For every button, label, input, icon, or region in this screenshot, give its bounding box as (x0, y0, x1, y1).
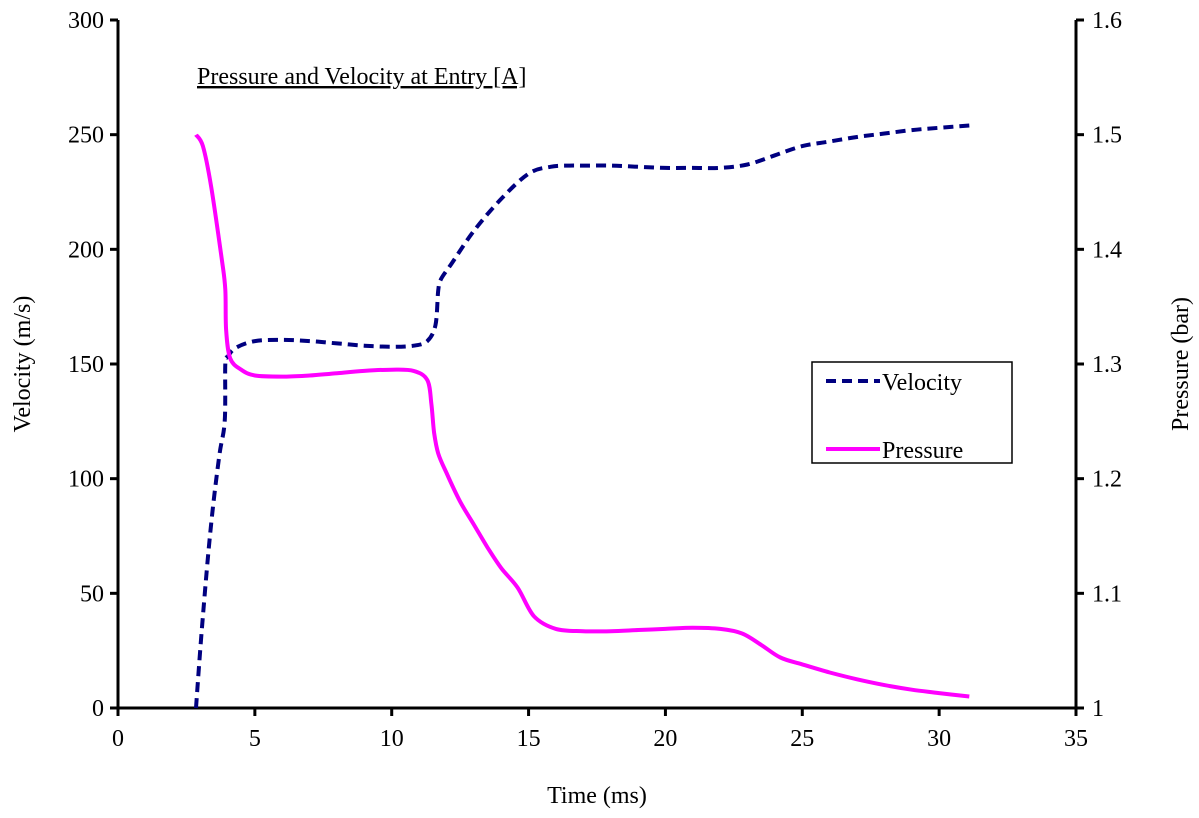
x-tick-label: 35 (1064, 726, 1088, 752)
y-tick-label: 50 (80, 581, 104, 607)
x-tick-label: 30 (927, 726, 951, 752)
x-tick-label: 5 (249, 726, 261, 752)
x-tick-label: 25 (790, 726, 814, 752)
series-layer (194, 123, 970, 709)
y2-tick-label: 1.3 (1092, 352, 1122, 378)
x-tick-label: 10 (380, 726, 404, 752)
y-tick-label: 100 (68, 467, 104, 493)
y-tick-label: 300 (68, 8, 104, 34)
x-axis-title: Time (ms) (547, 783, 647, 809)
legend: Velocity Pressure (811, 361, 1013, 464)
x-tick-label: 20 (653, 726, 677, 752)
x-tick-label: 0 (112, 726, 124, 752)
y-tick-label: 250 (68, 123, 104, 149)
series-line-velocity (194, 123, 970, 709)
y2-axis-title: Pressure (bar) (1168, 297, 1194, 431)
y2-tick-label: 1.2 (1092, 467, 1122, 493)
x-tick-label: 15 (517, 726, 541, 752)
y-axis-title: Velocity (m/s) (10, 296, 36, 433)
y-tick-label: 200 (68, 237, 104, 263)
chart-title: Pressure and Velocity at Entry [A] (197, 64, 526, 90)
y-tick-label: 0 (92, 696, 104, 722)
y2-tick-label: 1.5 (1092, 123, 1122, 149)
series-line-pressure (194, 133, 970, 699)
y-tick-label: 150 (68, 352, 104, 378)
legend-velocity-label: Velocity (882, 370, 962, 396)
y2-tick-label: 1 (1092, 696, 1104, 722)
y2-tick-label: 1.4 (1092, 237, 1122, 263)
y2-tick-label: 1.6 (1092, 8, 1122, 34)
legend-box (811, 361, 1013, 464)
y2-tick-label: 1.1 (1092, 581, 1122, 607)
ticks-group: 0 5 10 15 20 25 30 35 0 50 100 150 200 250 300 1 1.1 1.2 1… (68, 8, 1122, 752)
legend-pressure-label: Pressure (882, 438, 963, 464)
